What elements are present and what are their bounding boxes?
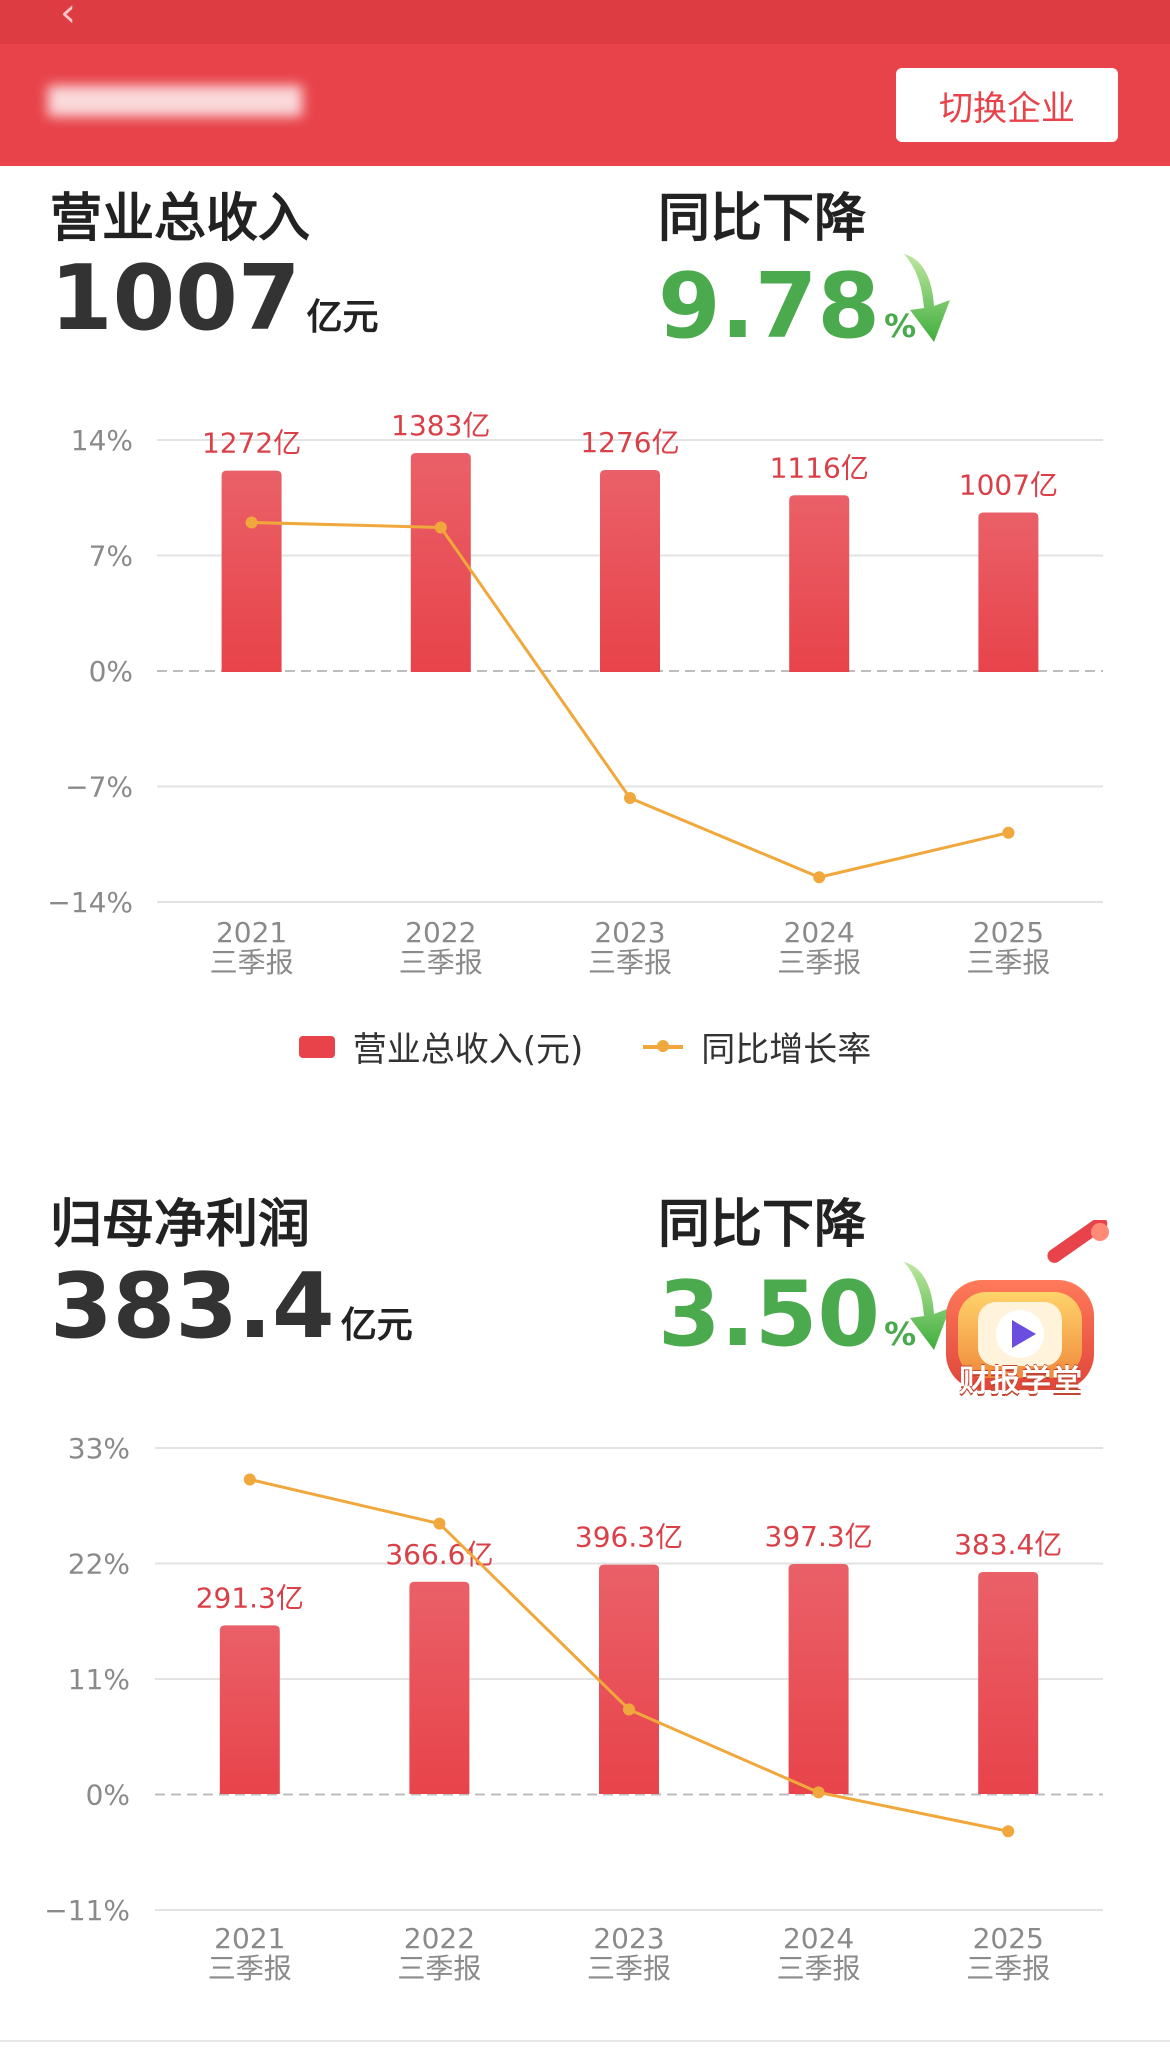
bar-value-label: 397.3亿: [765, 1520, 873, 1553]
profit-change-value: 3.50: [658, 1262, 881, 1367]
x-tick-label: 2022: [404, 1922, 475, 1955]
growth-rate-point: [434, 521, 447, 534]
profit-chart: 33%22%11%0%−11%291.3亿2021三季报366.6亿2022三季…: [44, 1432, 1103, 1985]
bar: [788, 1564, 849, 1794]
x-tick-label: 2025: [973, 1922, 1044, 1955]
profit-change-label: 同比下降: [658, 1195, 867, 1255]
switch-company-button[interactable]: 切换企业: [896, 68, 1118, 142]
y-tick-label: 22%: [68, 1548, 130, 1581]
y-tick-label: 0%: [86, 1779, 130, 1812]
growth-rate-point: [623, 1703, 635, 1716]
x-tick-label: 三季报: [208, 1952, 292, 1985]
revenue-change-unit: %: [884, 307, 917, 345]
bar-value-label: 291.3亿: [196, 1581, 304, 1614]
y-tick-label: −11%: [44, 1894, 130, 1927]
bar-value-label: 1383亿: [391, 409, 490, 442]
bar-value-label: 1276亿: [580, 426, 679, 459]
growth-rate-point: [812, 1786, 825, 1799]
profit-value-row: 383.4 亿元: [50, 1262, 413, 1352]
bar: [409, 1581, 470, 1794]
legend-bar-label: 营业总收入(元): [352, 1030, 584, 1070]
y-tick-label: −14%: [47, 886, 133, 919]
y-tick-label: −7%: [65, 771, 133, 804]
legend-line-swatch: [643, 1039, 684, 1052]
revenue-value-row: 1007 亿元: [50, 254, 379, 344]
back-icon[interactable]: ‹: [60, 0, 76, 36]
growth-rate-point: [1002, 826, 1015, 839]
badge-label: 财报学堂: [959, 1364, 1083, 1399]
revenue-change-label: 同比下降: [658, 189, 867, 249]
legend-item-line[interactable]: 同比增长率: [643, 1022, 871, 1071]
company-name-blurred: ▇▇▇▇▇▇▇▇▇▇▇: [48, 82, 302, 117]
x-tick-label: 三季报: [399, 946, 483, 979]
profit-label: 归母净利润: [50, 1195, 311, 1255]
profit-unit: 亿元: [340, 1305, 413, 1346]
bar: [219, 1625, 280, 1794]
revenue-unit: 亿元: [306, 297, 379, 338]
x-tick-label: 三季报: [588, 946, 672, 979]
finance-school-badge[interactable]: [920, 1220, 1120, 1420]
revenue-change-row: 9.78%: [658, 262, 916, 352]
growth-rate-point: [245, 516, 258, 529]
y-tick-label: 14%: [71, 424, 133, 457]
x-tick-label: 2023: [594, 916, 665, 949]
growth-rate-point: [433, 1517, 446, 1530]
bar: [600, 469, 660, 672]
revenue-change-value: 9.78: [658, 254, 881, 359]
growth-rate-point: [624, 792, 636, 805]
legend-item-bar[interactable]: 营业总收入(元): [298, 1022, 584, 1071]
y-tick-label: 0%: [89, 655, 133, 688]
bar-value-label: 1007亿: [959, 469, 1058, 502]
bar-value-label: 396.3亿: [575, 1521, 683, 1554]
growth-rate-point: [243, 1473, 256, 1486]
decline-arrow-icon: [904, 1262, 950, 1350]
x-tick-label: 2024: [784, 916, 855, 949]
x-tick-label: 2023: [593, 1922, 664, 1955]
x-tick-label: 2021: [216, 916, 287, 949]
bar-value-label: 366.6亿: [385, 1538, 493, 1571]
x-tick-label: 2022: [405, 916, 476, 949]
bar: [789, 495, 850, 672]
y-tick-label: 11%: [68, 1663, 130, 1696]
bar-value-label: 383.4亿: [954, 1528, 1062, 1561]
x-tick-label: 三季报: [966, 1952, 1050, 1985]
bar-value-label: 1116亿: [770, 451, 869, 484]
x-tick-label: 三季报: [587, 1952, 671, 1985]
x-tick-label: 三季报: [397, 1952, 481, 1985]
x-tick-label: 三季报: [777, 1952, 861, 1985]
x-tick-label: 三季报: [210, 946, 294, 979]
bar: [410, 453, 471, 672]
profit-value: 383.4: [50, 1254, 335, 1359]
bar: [978, 512, 1039, 672]
legend-line-label: 同比增长率: [701, 1030, 872, 1070]
profit-change-row: 3.50%: [658, 1270, 916, 1360]
bar: [599, 1564, 659, 1794]
x-tick-label: 2024: [783, 1922, 854, 1955]
bar-value-label: 1272亿: [202, 427, 301, 460]
revenue-chart: 14%7%0%−7%−14%1272亿2021三季报1383亿2022三季报12…: [47, 409, 1103, 979]
growth-rate-point: [813, 871, 826, 884]
y-tick-label: 33%: [68, 1432, 130, 1465]
revenue-value: 1007: [50, 246, 301, 351]
bottom-divider: [0, 2040, 1170, 2042]
revenue-label: 营业总收入: [50, 189, 311, 249]
x-tick-label: 三季报: [777, 946, 861, 979]
profit-change-unit: %: [884, 1315, 917, 1353]
legend-bar-swatch: [298, 1035, 335, 1058]
x-tick-label: 2025: [973, 916, 1044, 949]
bar: [978, 1572, 1039, 1794]
x-tick-label: 三季报: [966, 946, 1050, 979]
growth-rate-point: [1002, 1825, 1015, 1838]
chart-legend: 营业总收入(元) 同比增长率: [0, 1022, 1170, 1071]
decline-arrow-icon: [904, 254, 950, 342]
bar: [221, 470, 282, 672]
status-strip: [0, 0, 1170, 44]
y-tick-label: 7%: [89, 540, 133, 573]
x-tick-label: 2021: [214, 1922, 285, 1955]
